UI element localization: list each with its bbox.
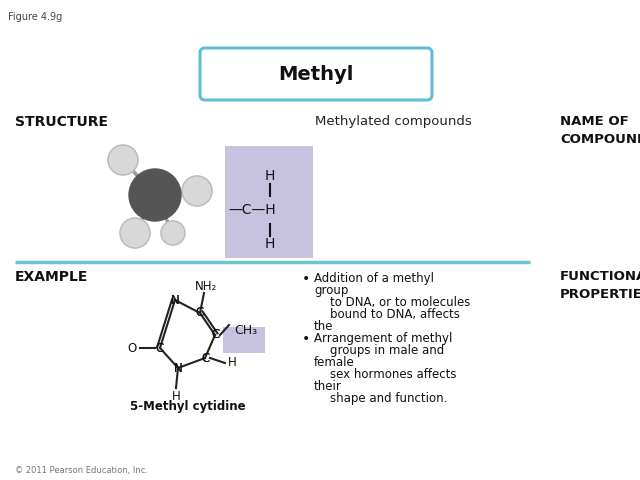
Text: N: N (173, 361, 182, 374)
Text: NH₂: NH₂ (195, 280, 217, 293)
Text: Arrangement of methyl: Arrangement of methyl (314, 332, 452, 345)
Circle shape (161, 221, 185, 245)
Text: H: H (228, 357, 236, 370)
Text: sex hormones affects: sex hormones affects (330, 368, 456, 381)
Circle shape (182, 176, 212, 206)
Text: to DNA, or to molecules: to DNA, or to molecules (330, 296, 470, 309)
Text: N: N (171, 293, 179, 307)
Text: CH₃: CH₃ (234, 324, 257, 336)
Text: N: N (173, 361, 182, 374)
Text: female: female (314, 356, 355, 369)
Text: •: • (302, 272, 310, 286)
Circle shape (120, 218, 150, 248)
Text: 5-Methyl cytidine: 5-Methyl cytidine (130, 400, 246, 413)
Text: Addition of a methyl: Addition of a methyl (314, 272, 434, 285)
Text: C: C (156, 341, 164, 355)
Text: H: H (265, 169, 275, 183)
Text: NAME OF
COMPOUND: NAME OF COMPOUND (560, 115, 640, 146)
Text: their: their (314, 380, 342, 393)
Text: C: C (201, 351, 209, 364)
FancyBboxPatch shape (225, 146, 313, 258)
FancyBboxPatch shape (200, 48, 432, 100)
FancyBboxPatch shape (223, 327, 265, 353)
Text: the: the (314, 320, 333, 333)
Text: EXAMPLE: EXAMPLE (15, 270, 88, 284)
Text: groups in male and: groups in male and (330, 344, 444, 357)
Text: C: C (156, 341, 164, 355)
Text: bound to DNA, affects: bound to DNA, affects (330, 308, 460, 321)
Text: STRUCTURE: STRUCTURE (15, 115, 108, 129)
Text: C: C (201, 351, 209, 364)
Text: C: C (196, 307, 204, 320)
Text: shape and function.: shape and function. (330, 392, 447, 405)
Text: Figure 4.9g: Figure 4.9g (8, 12, 62, 22)
Text: —C—H: —C—H (228, 203, 276, 217)
Text: Methyl: Methyl (278, 64, 354, 84)
Text: FUNCTIONAL
PROPERTIES: FUNCTIONAL PROPERTIES (560, 270, 640, 301)
Text: C: C (211, 328, 219, 341)
Text: Methylated compounds: Methylated compounds (315, 115, 472, 128)
Circle shape (129, 169, 181, 221)
Circle shape (108, 145, 138, 175)
Text: group: group (314, 284, 348, 297)
Text: C: C (196, 307, 204, 320)
Text: N: N (171, 293, 179, 307)
Text: © 2011 Pearson Education, Inc.: © 2011 Pearson Education, Inc. (15, 466, 148, 475)
Text: H: H (172, 389, 180, 403)
Text: C: C (211, 328, 219, 341)
Text: •: • (302, 332, 310, 346)
Text: O: O (127, 341, 136, 355)
Text: H: H (265, 237, 275, 251)
